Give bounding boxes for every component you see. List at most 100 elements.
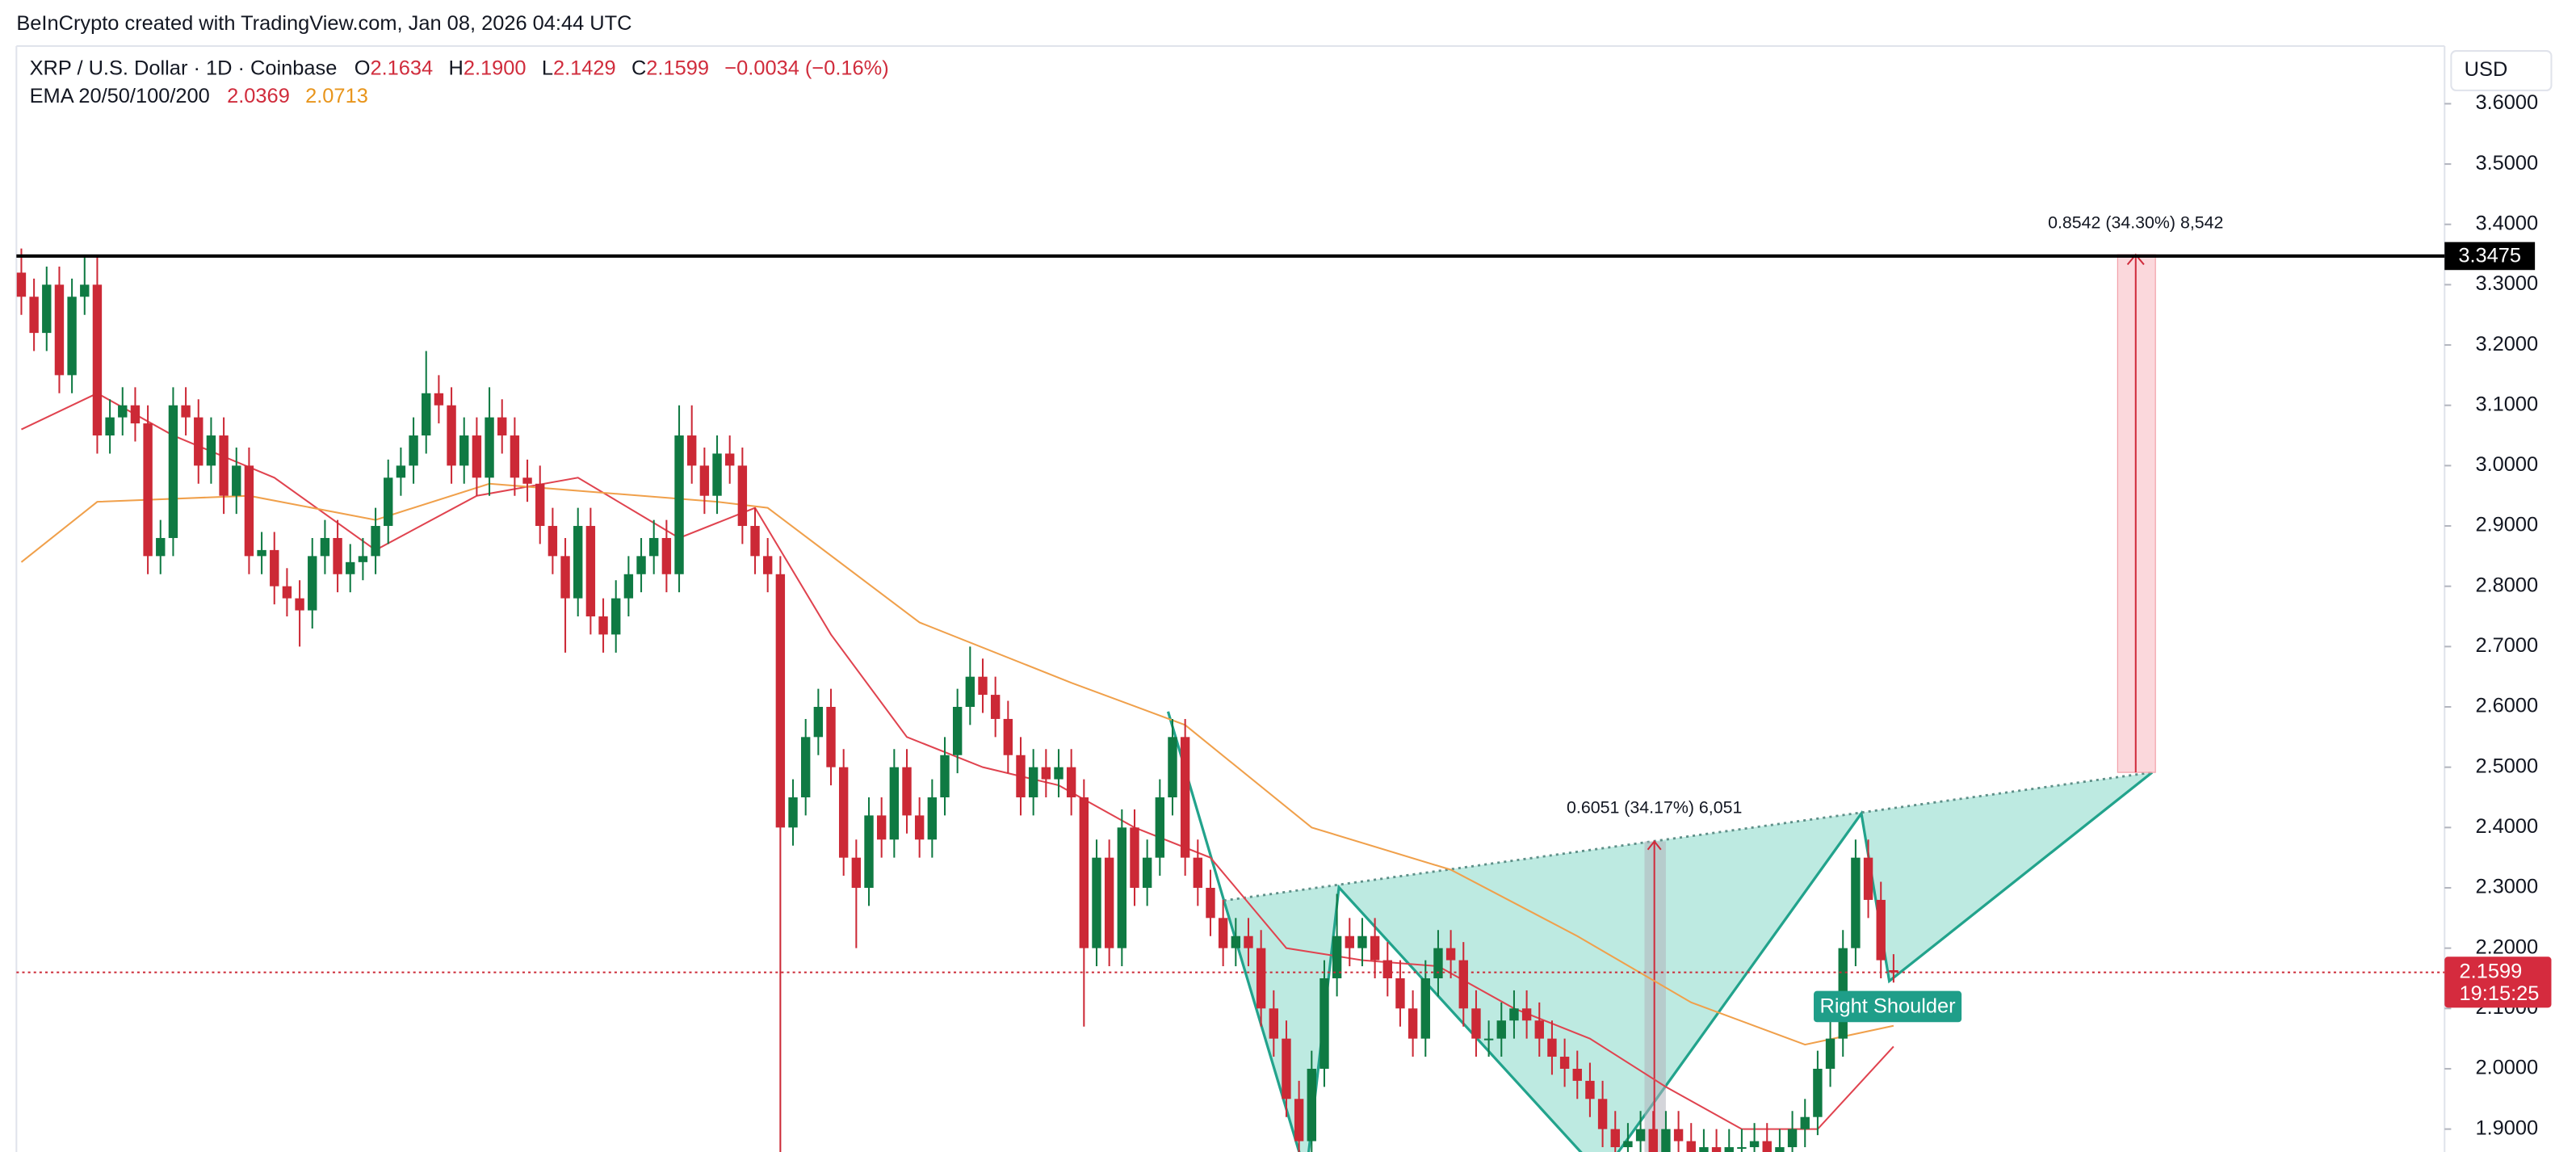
candle-body bbox=[1711, 1147, 1722, 1152]
candle-body bbox=[1345, 935, 1354, 948]
symbol: XRP / U.S. Dollar · 1D · Coinbase bbox=[30, 57, 338, 79]
candle-body bbox=[206, 435, 216, 466]
y-tick-label: 3.6000 bbox=[2475, 91, 2538, 114]
y-tick-label: 3.1000 bbox=[2475, 393, 2538, 415]
candle-body bbox=[1282, 1038, 1291, 1099]
candle-body bbox=[1445, 948, 1456, 961]
candle-body bbox=[1433, 948, 1443, 978]
candle-body bbox=[737, 465, 748, 527]
change: −0.0034 (−0.16%) bbox=[724, 57, 888, 79]
candle-body bbox=[282, 586, 292, 599]
candle-body bbox=[1193, 857, 1203, 888]
candle-body bbox=[775, 574, 786, 828]
candle-body bbox=[1471, 1008, 1481, 1039]
candle-body bbox=[1661, 1129, 1671, 1152]
candle-body bbox=[409, 435, 418, 466]
candle-body bbox=[1775, 1147, 1785, 1152]
candle-body bbox=[1180, 737, 1190, 858]
candle-body bbox=[1054, 767, 1064, 780]
candle-body bbox=[1572, 1068, 1582, 1081]
y-tick-label: 2.0000 bbox=[2475, 1057, 2538, 1079]
candle-body bbox=[1889, 969, 1898, 973]
candle-body bbox=[1357, 935, 1367, 948]
candle-body bbox=[1066, 767, 1076, 798]
price-tag bbox=[2444, 956, 2552, 1008]
candle-body bbox=[623, 574, 634, 599]
currency[interactable]: USD bbox=[2465, 58, 2508, 81]
candle-body bbox=[712, 453, 722, 496]
y-tick-label: 2.3000 bbox=[2475, 876, 2538, 898]
candle-body bbox=[219, 435, 229, 496]
candle-body bbox=[800, 737, 811, 798]
candle-body bbox=[535, 483, 545, 527]
candle-body bbox=[585, 526, 596, 617]
candle-body bbox=[1458, 960, 1468, 1009]
candle-body bbox=[978, 676, 988, 696]
candle-body bbox=[1762, 1141, 1772, 1152]
candle-body bbox=[1496, 1020, 1506, 1039]
candle-body bbox=[1749, 1141, 1760, 1148]
y-tick-label: 3.2000 bbox=[2475, 333, 2538, 355]
candle-body bbox=[560, 556, 570, 599]
annotation: Right Shoulder bbox=[1820, 995, 1957, 1018]
annotation-box bbox=[1814, 990, 1962, 1023]
candle-body bbox=[1648, 1129, 1658, 1152]
candle-body bbox=[1218, 918, 1228, 948]
measure-label: 0.6051 (34.17%) 6,051 bbox=[1567, 797, 1742, 817]
candle-body bbox=[1724, 1147, 1734, 1152]
ohlc-value: 2.1634 bbox=[370, 57, 433, 79]
y-tick-label: 3.5000 bbox=[2475, 152, 2538, 174]
candle-body bbox=[1294, 1099, 1304, 1141]
candle-body bbox=[54, 284, 65, 376]
candle-body bbox=[371, 526, 380, 557]
candle-body bbox=[1244, 935, 1253, 948]
ohlc-value: 2.1599 bbox=[646, 57, 709, 79]
candle-body bbox=[611, 598, 621, 635]
candle-body bbox=[1370, 935, 1380, 961]
candle-body bbox=[422, 393, 431, 436]
candle-body bbox=[1256, 948, 1266, 1009]
countdown: 19:15:25 bbox=[2460, 982, 2540, 1005]
ema-value: 2.0713 bbox=[305, 85, 368, 107]
candle-body bbox=[1509, 1008, 1519, 1021]
candle-body bbox=[80, 284, 90, 297]
measure-arrowhead bbox=[1647, 839, 1662, 851]
ohlc-key: C bbox=[631, 57, 646, 79]
legend-line: XRP / U.S. Dollar · 1D · Coinbase O2.163… bbox=[30, 57, 889, 79]
candle-body bbox=[1610, 1129, 1620, 1148]
candle-body bbox=[1307, 1068, 1316, 1141]
ema-line bbox=[20, 482, 1894, 1046]
candle-body bbox=[1825, 1038, 1836, 1069]
ohlc-value: 2.1429 bbox=[553, 57, 616, 79]
candle-body bbox=[1800, 1116, 1810, 1129]
candle-body bbox=[636, 556, 646, 574]
candle-body bbox=[1597, 1099, 1608, 1129]
y-tick-label: 2.9000 bbox=[2475, 514, 2538, 536]
candle-body bbox=[92, 284, 103, 436]
candle-body bbox=[1041, 767, 1051, 780]
y-tick-label: 2.7000 bbox=[2475, 634, 2538, 657]
candle-body bbox=[598, 616, 608, 635]
candle-body bbox=[244, 465, 254, 557]
candle-body bbox=[1332, 935, 1342, 978]
ohlc-key: L bbox=[542, 57, 553, 79]
candle-body bbox=[1016, 755, 1026, 798]
y-tick-label: 2.8000 bbox=[2475, 574, 2538, 596]
y-tick-label: 2.5000 bbox=[2475, 755, 2538, 777]
candle-body bbox=[118, 405, 128, 418]
candle-body bbox=[699, 465, 710, 496]
candle-body bbox=[447, 405, 456, 466]
candle-body bbox=[295, 598, 304, 611]
neckline bbox=[1223, 771, 2153, 902]
currency-button[interactable] bbox=[2450, 50, 2553, 91]
candle-body bbox=[232, 465, 241, 496]
candle-body bbox=[1117, 827, 1127, 948]
candle-body bbox=[1876, 899, 1886, 961]
candle-body bbox=[914, 815, 925, 840]
candle-body bbox=[1813, 1068, 1823, 1117]
candle-body bbox=[1028, 767, 1038, 798]
pattern-fill bbox=[1223, 772, 2153, 1152]
candle-body bbox=[346, 561, 355, 574]
candle-body bbox=[851, 857, 862, 888]
candle-body bbox=[927, 797, 938, 840]
